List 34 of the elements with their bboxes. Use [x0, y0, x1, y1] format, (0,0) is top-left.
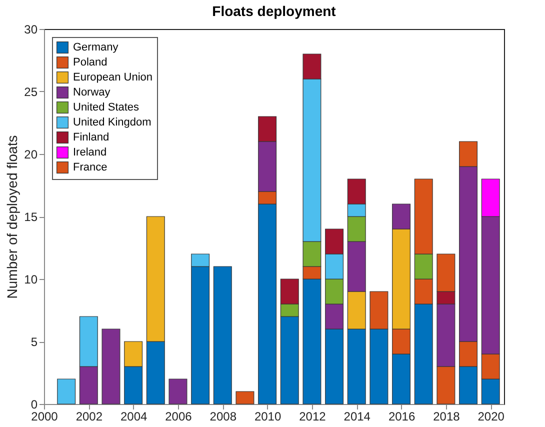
y-tick-label: 0: [30, 398, 38, 412]
bar: [57, 378, 76, 404]
bar: [213, 266, 232, 404]
y-tick-label: 25: [24, 85, 38, 99]
legend-label: Finland: [73, 132, 110, 144]
x-tick-label: 2018: [433, 410, 460, 424]
legend-label: United Kingdom: [73, 116, 152, 128]
legend-label: Ireland: [73, 146, 107, 158]
bar: [102, 328, 120, 404]
x-tick-label: 2014: [344, 410, 371, 424]
legend-label: United States: [73, 102, 140, 114]
x-tick-label: 2008: [210, 410, 237, 424]
x-tick-label: 2016: [388, 410, 416, 424]
y-tick-label: 5: [30, 335, 38, 349]
y-axis-title: Number of deployed floats: [4, 135, 20, 299]
x-tick-label: 2006: [165, 410, 192, 424]
y-tick-label: 20: [24, 148, 38, 162]
legend-label: France: [73, 162, 108, 174]
legend-label: Norway: [73, 86, 111, 98]
chart-title: Floats deployment: [212, 3, 336, 19]
legend-label: European Union: [73, 72, 153, 84]
legend-label: Germany: [73, 42, 119, 54]
y-tick-label: 10: [24, 272, 38, 286]
x-tick-label: 2000: [31, 410, 58, 424]
y-tick-label: 15: [24, 210, 38, 224]
x-tick-label: 2012: [299, 410, 326, 424]
x-tick-label: 2020: [478, 410, 505, 424]
x-tick-label: 2010: [254, 410, 282, 424]
legend-label: Poland: [73, 56, 108, 68]
x-tick-label: 2002: [76, 410, 103, 424]
bar: [168, 378, 188, 404]
bar: [236, 391, 254, 404]
x-tick-label: 2004: [120, 410, 148, 424]
y-tick-label: 30: [24, 22, 38, 36]
